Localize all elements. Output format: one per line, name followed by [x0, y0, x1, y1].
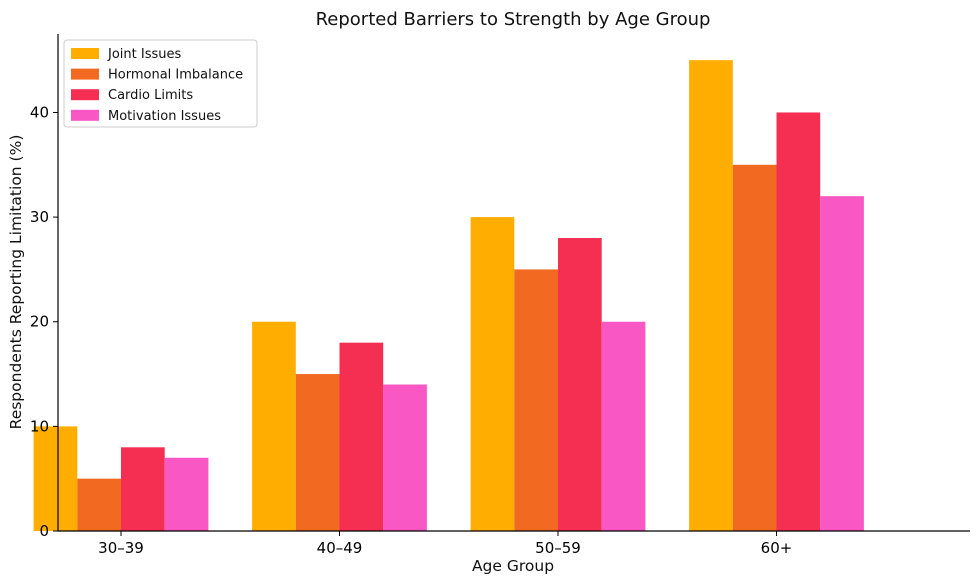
bar-cardio-limits-2 — [558, 238, 602, 531]
x-tick-label: 40–49 — [317, 539, 363, 557]
legend-box — [63, 39, 258, 128]
x-tick-label: 60+ — [761, 539, 793, 557]
bar-joint-issues-3 — [689, 60, 733, 531]
bar-hormonal-imbalance-1 — [295, 374, 340, 531]
legend-swatch — [71, 109, 99, 121]
bar-motivation-issues-0 — [164, 457, 209, 531]
bar-joint-issues-1 — [252, 321, 296, 531]
legend-label: Motivation Issues — [108, 109, 221, 124]
bar-joint-issues-2 — [470, 217, 515, 532]
x-axis-label: Age Group — [472, 557, 554, 575]
bar-motivation-issues-3 — [820, 196, 864, 531]
legend-swatch — [71, 89, 99, 101]
legend-label: Joint Issues — [107, 47, 181, 62]
y-tick-label: 40 — [30, 103, 49, 121]
x-tick-label: 30–39 — [98, 539, 144, 557]
legend-label: Cardio Limits — [108, 88, 193, 103]
bar-hormonal-imbalance-3 — [732, 164, 777, 532]
y-tick-label: 0 — [39, 522, 49, 540]
bar-motivation-issues-2 — [601, 321, 646, 531]
bar-joint-issues-0 — [33, 426, 78, 531]
y-tick-label: 20 — [30, 313, 49, 331]
legend-swatch — [71, 48, 99, 59]
y-tick-label: 10 — [30, 417, 49, 435]
bar-cardio-limits-3 — [776, 112, 821, 531]
legend: Joint Issues Hormonal Imbalance Cardio Lim… — [63, 39, 258, 128]
chart-title: Reported Barriers to Strength by Age Gro… — [316, 9, 711, 30]
bar-hormonal-imbalance-0 — [77, 478, 121, 531]
bar-hormonal-imbalance-2 — [514, 269, 558, 531]
legend-swatch — [71, 68, 99, 80]
bar-cardio-limits-1 — [339, 342, 384, 531]
y-tick-label: 30 — [30, 208, 49, 226]
y-axis-label: Respondents Reporting Limitation (%) — [7, 135, 25, 430]
legend-label: Hormonal Imbalance — [108, 68, 243, 83]
bar-cardio-limits-0 — [121, 447, 165, 531]
x-tick-label: 50–59 — [535, 539, 581, 557]
bar-motivation-issues-1 — [383, 384, 427, 531]
plot-area: 0 10 20 30 40 30–39 40–49 50–59 60+ — [30, 34, 970, 557]
